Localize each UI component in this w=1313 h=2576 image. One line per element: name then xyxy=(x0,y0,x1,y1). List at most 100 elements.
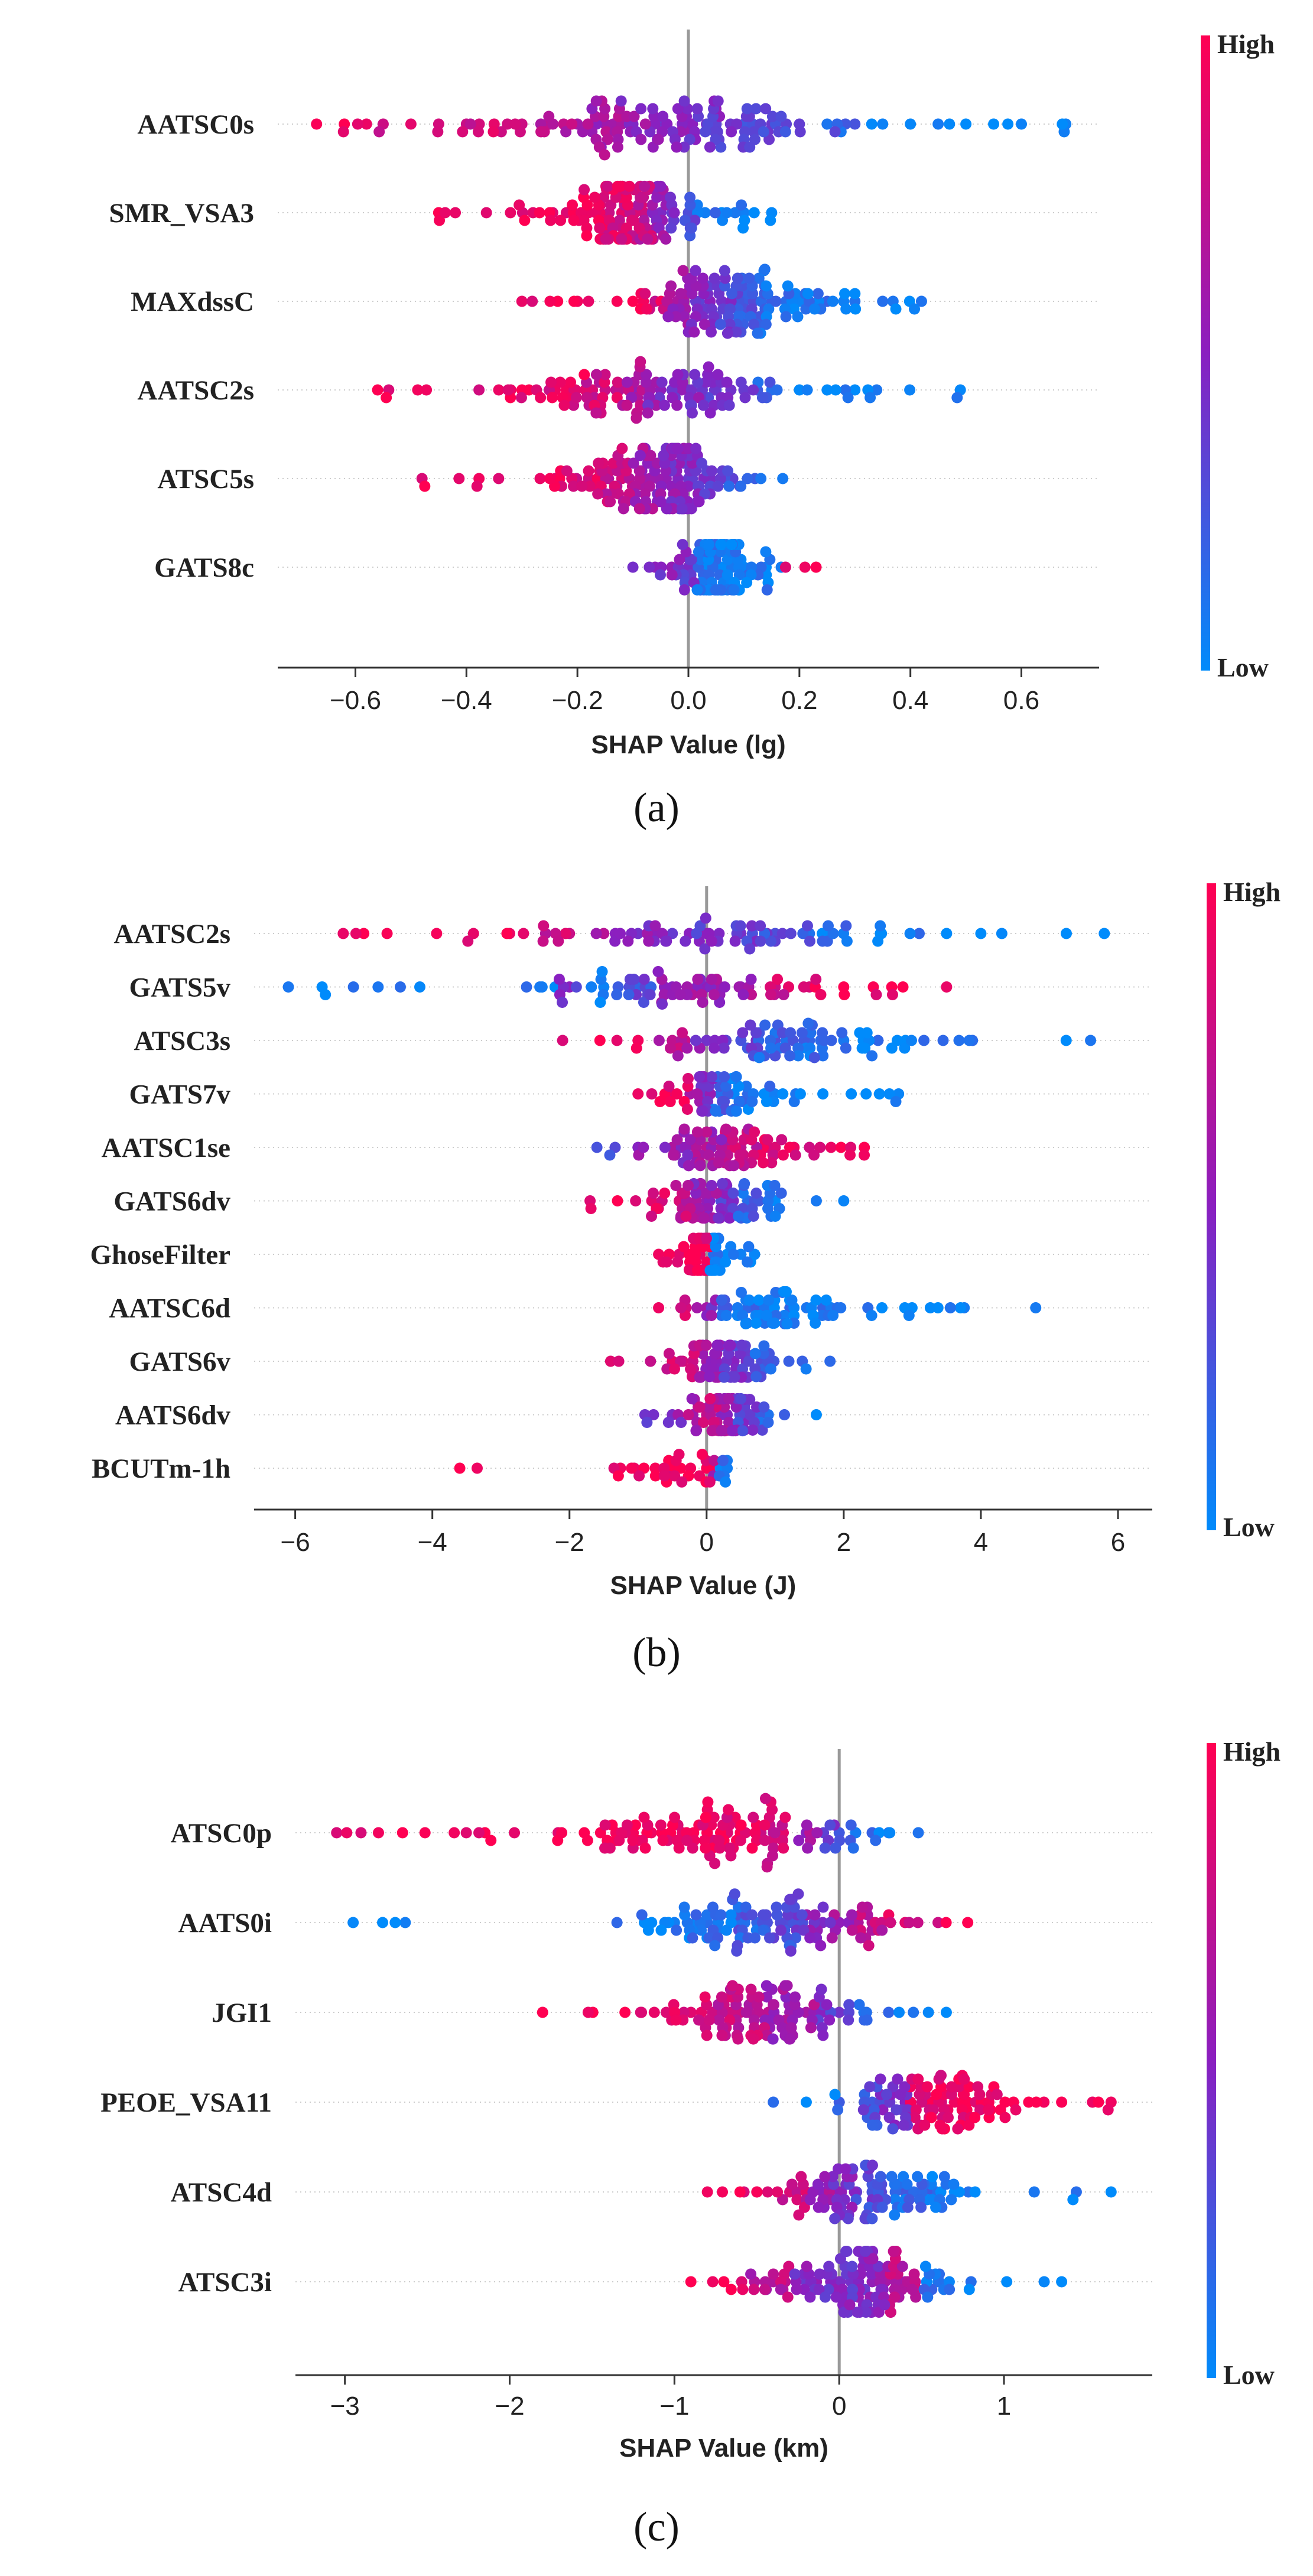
shap-point xyxy=(931,2089,942,2100)
shap-point xyxy=(765,214,776,226)
shap-point xyxy=(833,2006,845,2018)
shap-point xyxy=(1105,2186,1117,2198)
shap-point xyxy=(694,1371,706,1383)
shap-point xyxy=(678,95,690,107)
shap-point xyxy=(794,126,806,138)
shap-point xyxy=(886,1042,898,1054)
shap-point xyxy=(570,981,582,993)
shap-point xyxy=(578,184,590,196)
shap-point xyxy=(635,103,647,115)
shap-point xyxy=(758,1340,770,1352)
shap-point xyxy=(719,265,730,277)
shap-point xyxy=(707,1901,719,1913)
shap-point xyxy=(777,473,789,484)
shap-point xyxy=(655,1924,667,1936)
shap-point xyxy=(913,928,925,939)
shap-point xyxy=(721,207,733,219)
shap-point xyxy=(824,2014,836,2026)
shap-point xyxy=(701,1035,713,1046)
shap-point xyxy=(893,2006,905,2018)
shap-point xyxy=(795,2171,807,2183)
feature-label: AATSC2s xyxy=(137,375,254,406)
shap-point xyxy=(860,1088,872,1100)
shap-point xyxy=(742,473,753,484)
shap-point xyxy=(630,1195,642,1206)
shap-point xyxy=(638,997,649,1008)
shap-point xyxy=(912,1917,924,1928)
shap-point xyxy=(708,1042,720,1054)
shap-point xyxy=(835,1302,847,1313)
shap-point xyxy=(702,1796,714,1808)
shap-point xyxy=(372,1827,384,1839)
shap-point xyxy=(670,1180,682,1191)
shap-point xyxy=(838,989,850,1000)
shap-point xyxy=(586,981,597,993)
shap-point xyxy=(963,2284,975,2295)
feature-label: GhoseFilter xyxy=(90,1240,230,1270)
shap-point xyxy=(566,118,578,130)
shap-point xyxy=(741,577,753,588)
shap-point xyxy=(1061,928,1072,939)
shap-point xyxy=(778,1286,789,1297)
shap-point xyxy=(630,412,642,424)
shap-point xyxy=(457,126,469,138)
shap-point xyxy=(883,1088,895,1100)
shap-point xyxy=(311,118,323,130)
shap-point xyxy=(737,989,749,1000)
shap-point xyxy=(675,288,687,300)
shap-point xyxy=(706,974,717,985)
shap-point xyxy=(866,2159,878,2171)
shap-point xyxy=(963,2119,975,2131)
shap-point xyxy=(662,311,674,323)
shap-point xyxy=(645,1355,656,1367)
shap-point xyxy=(648,1188,659,1199)
shap-point xyxy=(785,928,797,939)
shap-point xyxy=(820,2291,831,2303)
shap-point xyxy=(599,369,611,380)
shap-point xyxy=(922,2006,934,2018)
shap-point xyxy=(599,1842,611,1854)
shap-point xyxy=(718,1371,730,1383)
shap-point xyxy=(583,465,594,477)
shap-point xyxy=(514,199,525,211)
shap-point xyxy=(723,480,735,492)
shap-point xyxy=(762,2186,774,2198)
shap-point xyxy=(412,384,424,396)
shap-point xyxy=(766,1157,778,1169)
shap-point xyxy=(810,1318,821,1329)
x-tick-label: −1 xyxy=(659,2392,689,2421)
shap-point xyxy=(825,1141,837,1153)
shap-point xyxy=(633,1470,645,1482)
shap-point xyxy=(772,2186,784,2198)
shap-point xyxy=(775,1924,787,1936)
shap-point xyxy=(716,1425,727,1437)
shap-point xyxy=(570,392,582,404)
feature-label: AATS6dv xyxy=(115,1400,231,1431)
shap-point xyxy=(932,118,944,130)
shap-point xyxy=(822,920,834,932)
shap-point xyxy=(578,369,590,380)
shap-point xyxy=(734,2186,746,2198)
shap-point xyxy=(875,920,886,932)
shap-point xyxy=(662,1417,674,1428)
shap-point xyxy=(708,1811,720,1823)
shap-point xyxy=(372,384,384,396)
shap-point xyxy=(764,1081,776,1092)
feature-label: SMR_VSA3 xyxy=(109,198,254,229)
feature-label: AATSC0s xyxy=(137,109,254,140)
shap-point xyxy=(759,1019,771,1031)
shap-point xyxy=(849,288,861,300)
shap-point xyxy=(798,981,810,993)
x-tick-label: −2 xyxy=(495,2392,524,2421)
shap-point xyxy=(873,1088,885,1100)
shap-point xyxy=(1056,2096,1068,2108)
shap-point xyxy=(708,1455,720,1466)
panel-caption: (c) xyxy=(633,2505,680,2550)
shap-point xyxy=(680,1211,692,1222)
shap-point xyxy=(802,288,814,300)
shap-point xyxy=(689,369,701,380)
feature-label: ATSC0p xyxy=(170,1818,272,1849)
shap-point xyxy=(739,392,751,404)
shap-point xyxy=(904,384,916,396)
shap-point xyxy=(948,2178,960,2190)
